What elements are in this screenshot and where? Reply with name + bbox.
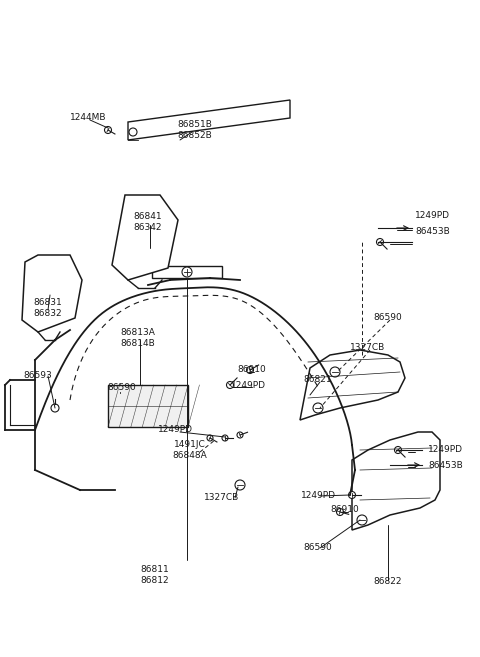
Text: 1491JC
86848A: 1491JC 86848A (173, 440, 207, 460)
Circle shape (357, 515, 367, 525)
Text: 1249PD: 1249PD (428, 445, 463, 455)
Circle shape (129, 128, 137, 136)
Polygon shape (22, 255, 82, 332)
Circle shape (330, 367, 340, 377)
Circle shape (235, 480, 245, 490)
Text: 1249PD: 1249PD (415, 210, 450, 219)
Circle shape (336, 509, 344, 516)
Text: 1244MB: 1244MB (70, 114, 106, 122)
Text: 86821: 86821 (304, 376, 332, 384)
Text: 86593: 86593 (24, 371, 52, 380)
Text: 1249PD: 1249PD (157, 426, 192, 434)
Circle shape (376, 238, 384, 246)
Text: 86910: 86910 (331, 505, 360, 514)
Circle shape (237, 432, 243, 438)
Text: 1327CB: 1327CB (204, 493, 240, 503)
Text: 86813A
86814B: 86813A 86814B (120, 328, 156, 348)
Text: 86590: 86590 (373, 313, 402, 323)
Text: 1249PD: 1249PD (300, 491, 336, 501)
Text: 1327CB: 1327CB (350, 344, 385, 353)
Text: 86841
86342: 86841 86342 (134, 212, 162, 232)
Text: 86453B: 86453B (415, 227, 450, 237)
Circle shape (105, 127, 111, 133)
Text: 86590: 86590 (108, 384, 136, 392)
Polygon shape (112, 195, 178, 280)
Circle shape (395, 447, 401, 453)
FancyBboxPatch shape (152, 266, 222, 278)
Circle shape (227, 382, 233, 388)
Text: 86811
86812: 86811 86812 (141, 565, 169, 585)
Circle shape (222, 435, 228, 441)
Polygon shape (116, 385, 124, 395)
Circle shape (247, 367, 253, 373)
Circle shape (182, 267, 192, 277)
Text: 86590: 86590 (304, 543, 332, 553)
Circle shape (348, 491, 356, 499)
Circle shape (207, 435, 213, 441)
Text: 86910: 86910 (238, 365, 266, 374)
Text: 86453B: 86453B (428, 461, 463, 470)
Polygon shape (300, 350, 405, 420)
Polygon shape (352, 432, 440, 530)
Circle shape (51, 404, 59, 412)
Polygon shape (128, 100, 290, 140)
Text: 86831
86832: 86831 86832 (34, 298, 62, 318)
Circle shape (313, 403, 323, 413)
Text: 1249PD: 1249PD (230, 380, 265, 390)
Text: 86851B
86852B: 86851B 86852B (178, 120, 213, 140)
Text: 86822: 86822 (374, 578, 402, 587)
FancyBboxPatch shape (108, 385, 188, 427)
